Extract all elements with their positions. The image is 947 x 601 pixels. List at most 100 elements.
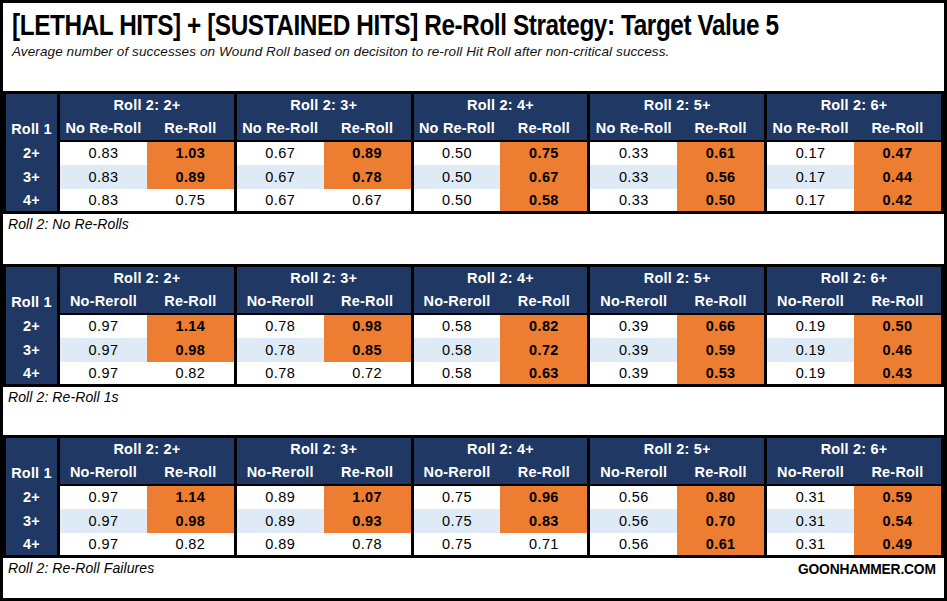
highlighted-value-cell-reroll: 0.61 bbox=[677, 533, 765, 557]
column-header-no-reroll: No Re-Roll bbox=[589, 117, 677, 141]
column-header-reroll: Re-Roll bbox=[324, 461, 412, 485]
value-cell-no-reroll: 0.17 bbox=[766, 165, 854, 189]
caption-row-1: Roll 2: No Re-Rolls bbox=[3, 214, 944, 238]
value-cell-no-reroll: 0.58 bbox=[412, 362, 500, 386]
group-header: Roll 2: 2+ bbox=[59, 266, 236, 290]
value-cell-no-reroll: 0.17 bbox=[766, 189, 854, 213]
highlighted-value-cell-reroll: 0.53 bbox=[677, 362, 765, 386]
highlighted-value-cell-reroll: 0.89 bbox=[324, 141, 412, 165]
value-cell-reroll: 0.67 bbox=[324, 189, 412, 213]
highlighted-value-cell-reroll: 0.54 bbox=[854, 509, 942, 533]
value-cell-no-reroll: 0.97 bbox=[59, 485, 147, 509]
highlighted-value-cell-reroll: 0.59 bbox=[854, 485, 942, 509]
column-header-reroll: Re-Roll bbox=[147, 290, 235, 314]
highlighted-value-cell-reroll: 0.58 bbox=[500, 189, 588, 213]
highlighted-value-cell-reroll: 0.67 bbox=[500, 165, 588, 189]
value-cell-no-reroll: 0.56 bbox=[589, 485, 677, 509]
table-caption-reroll-failures: Roll 2: Re-Roll Failures bbox=[8, 560, 154, 576]
value-cell-reroll: 0.75 bbox=[147, 189, 235, 213]
table-row: 4+0.970.820.780.720.580.630.390.530.190.… bbox=[5, 362, 943, 386]
table-roll2-reroll-failures: Roll 2: 2+Roll 2: 3+Roll 2: 4+Roll 2: 5+… bbox=[3, 435, 944, 558]
row-header: 2+ bbox=[5, 141, 59, 165]
value-cell-no-reroll: 0.33 bbox=[589, 141, 677, 165]
column-header-reroll: Re-Roll bbox=[854, 117, 942, 141]
table-row: 3+0.830.890.670.780.500.670.330.560.170.… bbox=[5, 165, 943, 189]
group-header: Roll 2: 3+ bbox=[235, 266, 412, 290]
highlighted-value-cell-reroll: 0.43 bbox=[854, 362, 942, 386]
caption-row-2: Roll 2: Re-Roll 1s bbox=[3, 387, 944, 411]
value-cell-no-reroll: 0.50 bbox=[412, 165, 500, 189]
group-header: Roll 2: 3+ bbox=[235, 437, 412, 461]
highlighted-value-cell-reroll: 0.72 bbox=[500, 338, 588, 362]
row-header: 3+ bbox=[5, 338, 59, 362]
highlighted-value-cell-reroll: 0.44 bbox=[854, 165, 942, 189]
corner-cell bbox=[5, 93, 59, 117]
value-cell-no-reroll: 0.89 bbox=[235, 533, 323, 557]
value-cell-no-reroll: 0.75 bbox=[412, 533, 500, 557]
row-header: 4+ bbox=[5, 362, 59, 386]
highlighted-value-cell-reroll: 0.98 bbox=[147, 509, 235, 533]
value-cell-no-reroll: 0.83 bbox=[59, 165, 147, 189]
highlighted-value-cell-reroll: 0.70 bbox=[677, 509, 765, 533]
value-cell-reroll: 0.72 bbox=[324, 362, 412, 386]
highlighted-value-cell-reroll: 0.80 bbox=[677, 485, 765, 509]
value-cell-no-reroll: 0.67 bbox=[235, 141, 323, 165]
column-header-reroll: Re-Roll bbox=[677, 117, 765, 141]
highlighted-value-cell-reroll: 0.46 bbox=[854, 338, 942, 362]
row-axis-header: Roll 1 bbox=[5, 461, 59, 485]
highlighted-value-cell-reroll: 0.42 bbox=[854, 189, 942, 213]
highlighted-value-cell-reroll: 0.50 bbox=[677, 189, 765, 213]
highlighted-value-cell-reroll: 0.61 bbox=[677, 141, 765, 165]
column-header-reroll: Re-Roll bbox=[147, 117, 235, 141]
column-header-no-reroll: No-Reroll bbox=[766, 290, 854, 314]
column-header-no-reroll: No-Reroll bbox=[766, 461, 854, 485]
group-header: Roll 2: 2+ bbox=[59, 437, 236, 461]
value-cell-no-reroll: 0.31 bbox=[766, 533, 854, 557]
highlighted-value-cell-reroll: 0.56 bbox=[677, 165, 765, 189]
page-title: [LETHAL HITS] + [SUSTAINED HITS] Re-Roll… bbox=[12, 8, 779, 42]
group-header: Roll 2: 5+ bbox=[589, 437, 766, 461]
highlighted-value-cell-reroll: 0.93 bbox=[324, 509, 412, 533]
highlighted-value-cell-reroll: 0.98 bbox=[324, 314, 412, 338]
value-cell-reroll: 0.82 bbox=[147, 533, 235, 557]
row-header: 2+ bbox=[5, 314, 59, 338]
value-cell-no-reroll: 0.78 bbox=[235, 362, 323, 386]
highlighted-value-cell-reroll: 1.14 bbox=[147, 314, 235, 338]
highlighted-value-cell-reroll: 0.83 bbox=[500, 509, 588, 533]
column-header-no-reroll: No Re-Roll bbox=[766, 117, 854, 141]
group-header: Roll 2: 4+ bbox=[412, 93, 589, 117]
row-header: 3+ bbox=[5, 165, 59, 189]
value-cell-no-reroll: 0.19 bbox=[766, 362, 854, 386]
value-cell-no-reroll: 0.97 bbox=[59, 509, 147, 533]
value-cell-no-reroll: 0.75 bbox=[412, 509, 500, 533]
highlighted-value-cell-reroll: 1.07 bbox=[324, 485, 412, 509]
value-cell-no-reroll: 0.19 bbox=[766, 314, 854, 338]
column-header-reroll: Re-Roll bbox=[677, 290, 765, 314]
page-subtitle: Average number of successes on Wound Rol… bbox=[12, 43, 944, 60]
group-header: Roll 2: 5+ bbox=[589, 266, 766, 290]
column-header-no-reroll: No-Reroll bbox=[412, 290, 500, 314]
value-cell-no-reroll: 0.39 bbox=[589, 338, 677, 362]
highlighted-value-cell-reroll: 0.96 bbox=[500, 485, 588, 509]
table-row: 3+0.970.980.780.850.580.720.390.590.190.… bbox=[5, 338, 943, 362]
value-cell-no-reroll: 0.56 bbox=[589, 533, 677, 557]
column-header-reroll: Re-Roll bbox=[854, 461, 942, 485]
value-cell-no-reroll: 0.33 bbox=[589, 165, 677, 189]
group-header: Roll 2: 4+ bbox=[412, 437, 589, 461]
column-header-reroll: Re-Roll bbox=[324, 290, 412, 314]
column-header-no-reroll: No-Reroll bbox=[59, 290, 147, 314]
group-header: Roll 2: 6+ bbox=[766, 93, 943, 117]
row-axis-header: Roll 1 bbox=[5, 117, 59, 141]
group-header: Roll 2: 4+ bbox=[412, 266, 589, 290]
column-header-no-reroll: No-Reroll bbox=[412, 461, 500, 485]
value-cell-no-reroll: 0.78 bbox=[235, 314, 323, 338]
group-header: Roll 2: 6+ bbox=[766, 266, 943, 290]
value-cell-no-reroll: 0.17 bbox=[766, 141, 854, 165]
corner-cell bbox=[5, 437, 59, 461]
value-cell-no-reroll: 0.56 bbox=[589, 509, 677, 533]
value-cell-no-reroll: 0.89 bbox=[235, 509, 323, 533]
column-header-no-reroll: No Re-Roll bbox=[412, 117, 500, 141]
column-header-reroll: Re-Roll bbox=[324, 117, 412, 141]
value-cell-no-reroll: 0.31 bbox=[766, 509, 854, 533]
table-roll2-reroll-1s: Roll 2: 2+Roll 2: 3+Roll 2: 4+Roll 2: 5+… bbox=[3, 264, 944, 387]
